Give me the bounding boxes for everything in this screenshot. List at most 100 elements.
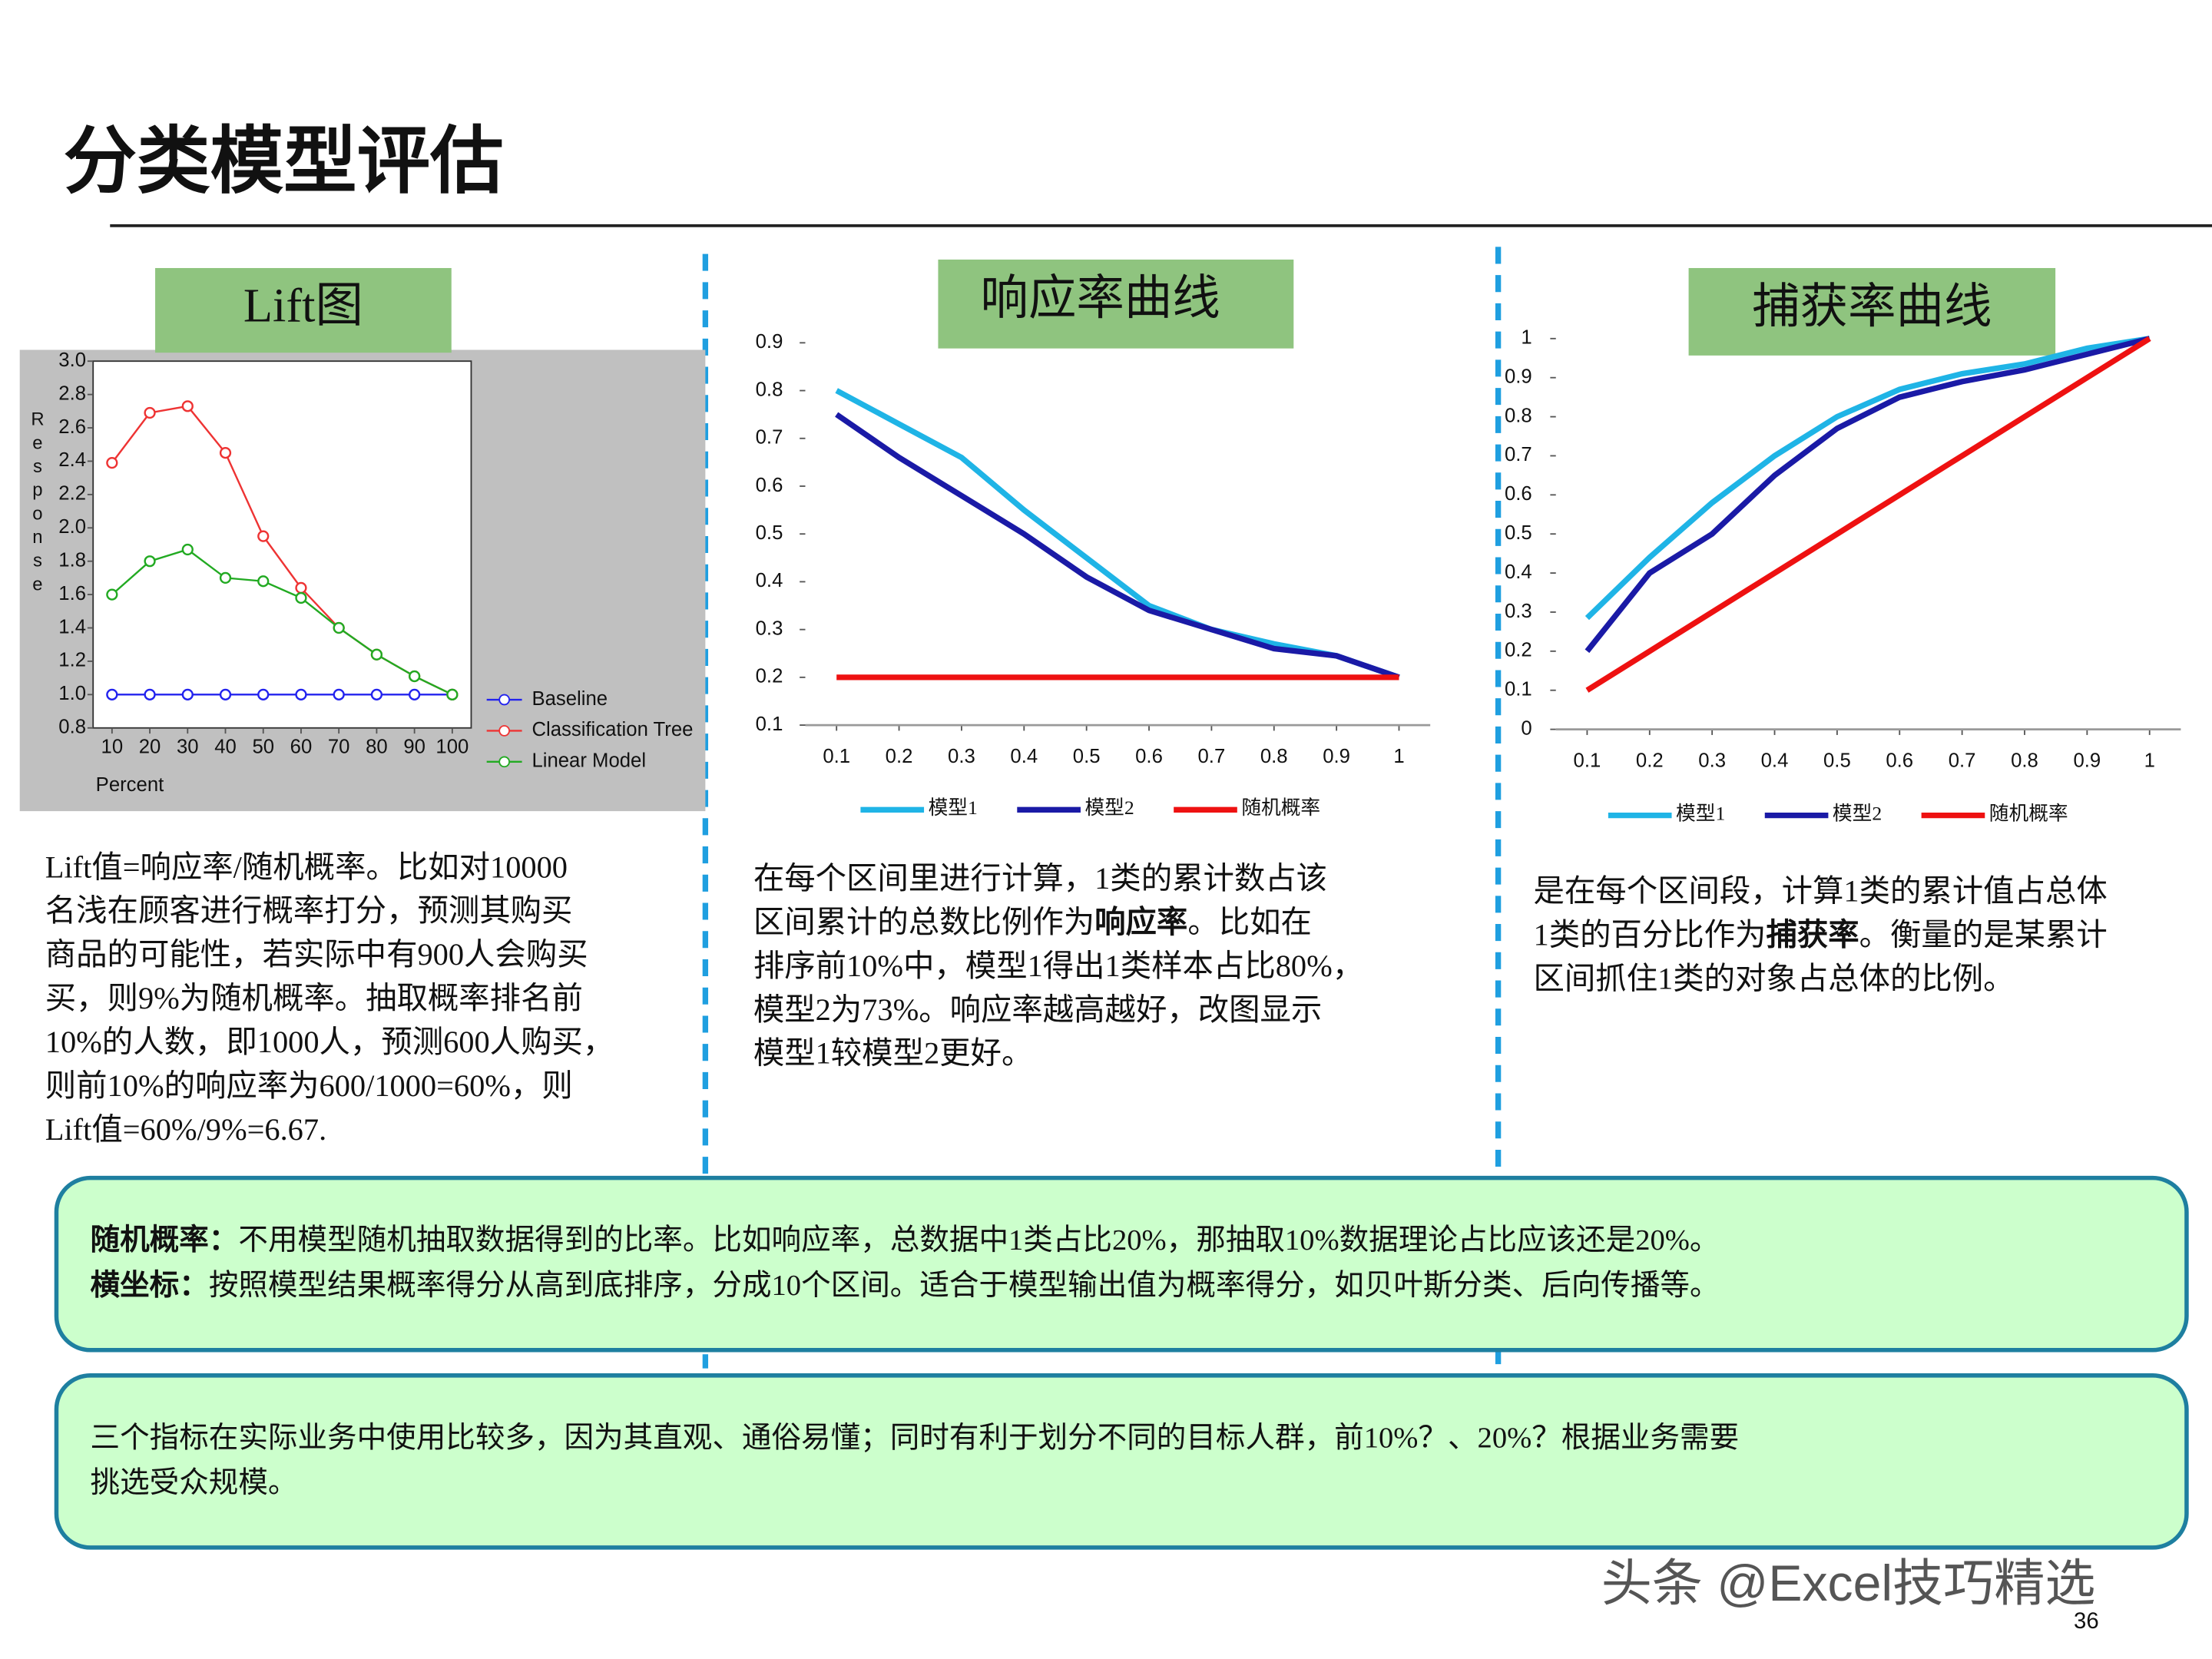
point xyxy=(257,575,270,588)
y-tick-label: 0.9 xyxy=(756,331,783,353)
x-tick-label: 0.4 xyxy=(1010,746,1038,767)
text-line: 模型2为73%。响应率越高越好，改图显示 xyxy=(753,992,1322,1027)
y-tick-label: 3.0 xyxy=(58,349,86,371)
text-run: 模型2为73%。响应率越高越好，改图显示 xyxy=(753,992,1322,1027)
slide-title: 分类模型评估 xyxy=(64,121,504,202)
text-run: 则前10%的响应率为600/1000=60%，则 xyxy=(45,1068,573,1103)
heading-box xyxy=(1688,267,2056,356)
text-run: 是在每个区间段，计算1类的累计值占总体 xyxy=(1534,874,2108,909)
y-tick-label: 0.7 xyxy=(756,427,783,449)
y-tick-label: 1.2 xyxy=(58,650,86,671)
legend-swatch xyxy=(498,756,510,768)
x-tick-label: 0.3 xyxy=(948,746,975,767)
y-tick-label: 1 xyxy=(1521,327,1532,349)
legend-label: 模型1 xyxy=(929,796,978,819)
text-run: 商品的可能性，若实际中有900人会购买 xyxy=(45,937,588,972)
point xyxy=(446,688,459,700)
x-tick-label: 0.1 xyxy=(1574,750,1601,772)
text-line: 三个指标在实际业务中使用比较多，因为其直观、通俗易懂；同时有利于划分不同的目标人… xyxy=(91,1421,1740,1454)
series-line xyxy=(835,388,1400,680)
y-tick-label: 0.4 xyxy=(756,570,783,591)
point xyxy=(333,621,345,634)
text-run: 排序前10%中，模型1得出1类样本占比80%， xyxy=(753,949,1363,983)
legend-label: 随机概率 xyxy=(1241,796,1320,819)
x-tick-label: 70 xyxy=(328,736,350,757)
text-line: 区间抓住1类的对象占总体的比例。 xyxy=(1534,962,2015,996)
point xyxy=(409,670,421,683)
x-tick-label: 50 xyxy=(252,736,274,757)
x-tick-label: 20 xyxy=(139,736,161,757)
x-tick-label: 0.2 xyxy=(886,746,913,767)
y-tick-label: 1.4 xyxy=(58,616,86,637)
text-line: 10%的人数，即1000人，预测600人购买， xyxy=(45,1025,614,1059)
y-tick-label: 2.6 xyxy=(58,416,86,438)
y-tick-label: 0.3 xyxy=(1505,601,1532,622)
series-line xyxy=(1584,336,2151,654)
x-tick-label: 1 xyxy=(2144,750,2155,772)
text-line: 商品的可能性，若实际中有900人会购买 xyxy=(45,937,588,972)
legend-label: 随机概率 xyxy=(1989,803,2068,825)
text-run: 模型1较模型2更好。 xyxy=(753,1036,1033,1071)
point xyxy=(409,688,421,700)
point xyxy=(181,400,194,412)
point xyxy=(144,406,156,419)
y-tick-label: 2.0 xyxy=(58,516,86,538)
text-line: 随机概率：不用模型随机抽取数据得到的比率。比如响应率，总数据中1类占比20%，那… xyxy=(91,1224,1720,1257)
legend-label: Baseline xyxy=(531,688,608,710)
point xyxy=(370,688,383,700)
y-tick-label: 0.2 xyxy=(1505,640,1532,661)
point xyxy=(181,688,194,700)
series-line xyxy=(111,548,453,696)
point xyxy=(333,688,345,700)
x-tick-label: 1 xyxy=(1393,746,1404,767)
series-line xyxy=(1584,336,2151,621)
text-run: 1类的百分比作为 xyxy=(1534,918,1767,952)
y-tick-label: 0.4 xyxy=(1505,561,1532,583)
text-run: 区间累计的总数比例作为 xyxy=(753,905,1094,939)
text-run: 10%的人数，即1000人，预测600人购买， xyxy=(45,1025,614,1059)
x-tick-label: 80 xyxy=(366,736,388,757)
text-run: 响应率 xyxy=(1094,905,1187,939)
x-tick-label: 0.6 xyxy=(1886,750,1913,772)
y-tick-label: 0.9 xyxy=(1505,366,1532,387)
text-line: 挑选受众规模。 xyxy=(91,1466,298,1499)
text-line: Lift值=响应率/随机概率。比如对10000 xyxy=(45,850,568,885)
y-tick-label: 2.8 xyxy=(58,382,86,404)
text-line: 模型1较模型2更好。 xyxy=(753,1036,1033,1071)
text-run: 。比如在 xyxy=(1187,905,1312,939)
point xyxy=(181,543,194,556)
text-run: 区间抓住1类的对象占总体的比例。 xyxy=(1534,962,2015,996)
x-tick-label: 0.9 xyxy=(1323,746,1350,767)
text-run: 挑选受众规模。 xyxy=(91,1466,298,1499)
heading-box xyxy=(155,267,452,353)
text-line: 排序前10%中，模型1得出1类样本占比80%， xyxy=(753,949,1363,983)
x-tick-label: 0.8 xyxy=(2011,750,2038,772)
legend-label: Classification Tree xyxy=(531,719,693,740)
x-tick-label: 0.9 xyxy=(2073,750,2101,772)
y-tick-label: 2.4 xyxy=(58,449,86,471)
point xyxy=(106,456,118,469)
text-line: 在每个区间里进行计算，1类的累计数占该 xyxy=(753,861,1327,896)
text-run: 在每个区间里进行计算，1类的累计数占该 xyxy=(753,861,1327,896)
point xyxy=(219,446,232,459)
y-tick-label: 0.5 xyxy=(756,522,783,544)
x-tick-label: 0.5 xyxy=(1073,746,1101,767)
point xyxy=(257,530,270,542)
y-tick-label: 0.2 xyxy=(756,666,783,687)
x-tick-label: 10 xyxy=(101,736,124,757)
legend-label: Linear Model xyxy=(531,750,646,772)
point xyxy=(257,688,270,700)
y-tick-label: 0.1 xyxy=(756,714,783,735)
text-line: 横坐标：按照模型结果概率得分从高到底排序，分成10个区间。适合于模型输出值为概率… xyxy=(91,1269,1720,1302)
plot-area xyxy=(92,360,472,729)
point xyxy=(144,688,156,700)
x-tick-label: 0.2 xyxy=(1636,750,1664,772)
x-tick-label: 40 xyxy=(214,736,237,757)
point xyxy=(370,648,383,661)
x-tick-label: 0.3 xyxy=(1698,750,1726,772)
legend-label: 模型2 xyxy=(1084,796,1134,819)
y-tick-label: 0.6 xyxy=(1505,483,1532,505)
x-tick-label: 0.5 xyxy=(1823,750,1851,772)
y-tick-label: 0.1 xyxy=(1505,679,1532,700)
text-run: 买，则9%为随机概率。抽取概率排名前 xyxy=(45,981,583,1015)
